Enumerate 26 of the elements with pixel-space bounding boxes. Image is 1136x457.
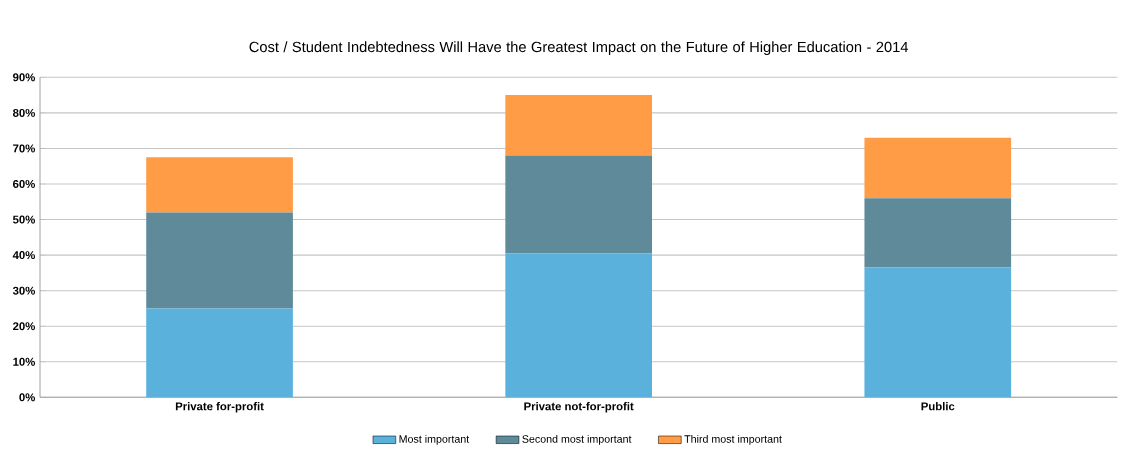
legend-label: Second most important bbox=[522, 434, 632, 445]
y-tick-label: 0% bbox=[19, 393, 35, 402]
y-tick-label: 20% bbox=[13, 322, 35, 331]
y-tick-label: 90% bbox=[13, 73, 35, 82]
bar bbox=[864, 198, 1012, 268]
legend-label: Third most important bbox=[684, 434, 782, 445]
bar bbox=[505, 253, 653, 398]
y-tick-label: 40% bbox=[12, 250, 35, 259]
x-tick-label: Private not-for-profit bbox=[524, 401, 634, 413]
legend-label: Most important bbox=[399, 434, 470, 445]
x-tick-label: Private for-profit bbox=[175, 401, 264, 413]
y-tick-label: 70% bbox=[13, 144, 35, 153]
bar bbox=[505, 155, 653, 254]
bar bbox=[146, 212, 293, 309]
y-tick-label: 30% bbox=[12, 286, 35, 295]
y-tick-label: 80% bbox=[12, 108, 35, 117]
chart-title: Cost / Student Indebtedness Will Have the Greatest Impact on the Future of Higher Education - 2014 bbox=[249, 41, 909, 55]
bar bbox=[146, 308, 293, 398]
bar bbox=[505, 94, 653, 156]
y-tick-label: 50% bbox=[12, 215, 35, 224]
bar bbox=[864, 137, 1012, 199]
x-tick-label: Public bbox=[921, 401, 955, 411]
bar bbox=[146, 157, 293, 213]
y-tick-label: 10% bbox=[13, 357, 35, 366]
y-tick-label: 60% bbox=[13, 179, 35, 188]
bar bbox=[864, 267, 1012, 398]
